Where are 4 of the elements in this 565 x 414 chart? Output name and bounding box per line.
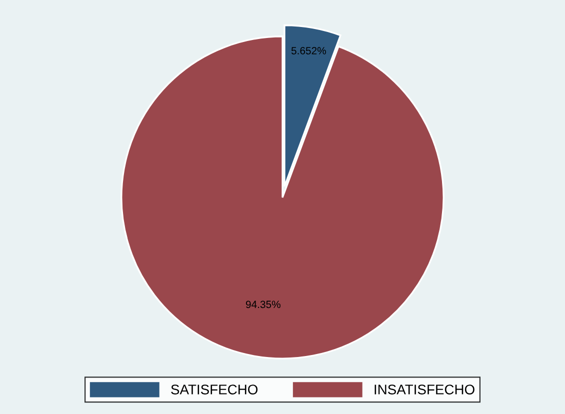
data-label: 94.35%	[246, 300, 280, 308]
legend-label: SATISFECHO	[171, 384, 258, 394]
data-label: 5.652%	[291, 47, 326, 54]
legend-label: INSATISFECHO	[374, 384, 474, 394]
